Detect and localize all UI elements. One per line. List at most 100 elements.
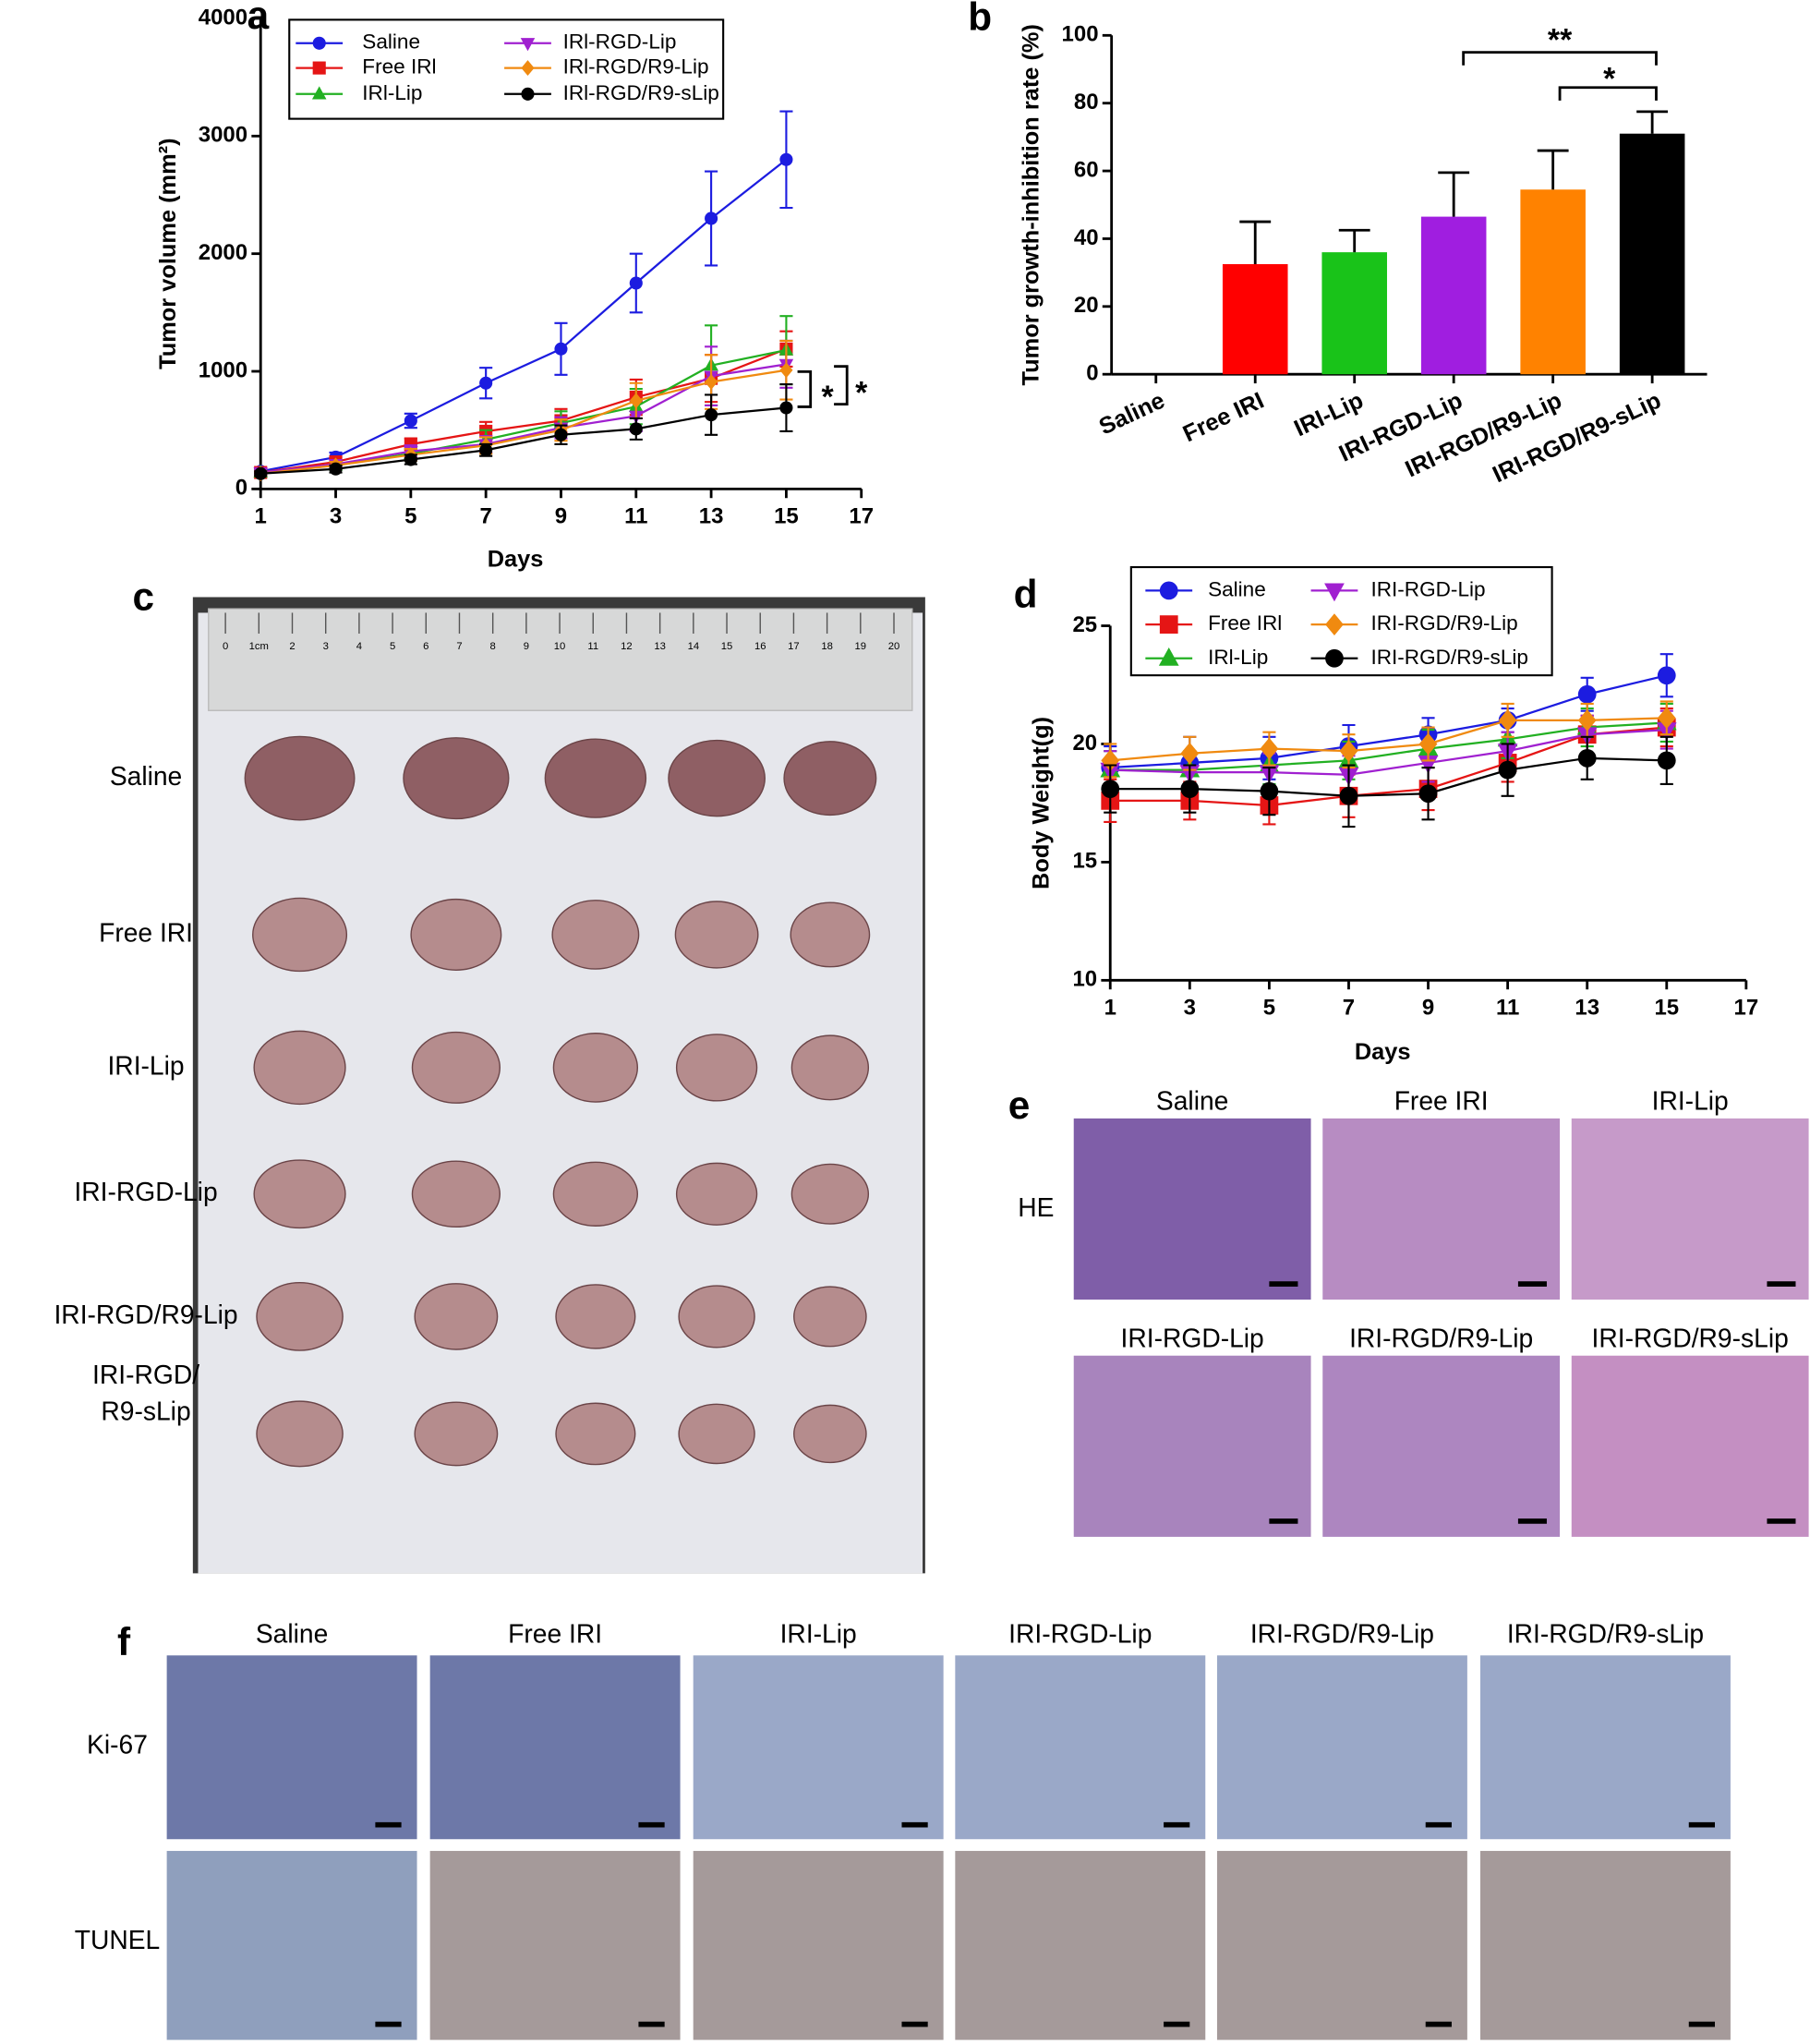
significance-mark: * [855,376,868,411]
he-image [1322,1355,1561,1537]
marker [705,212,718,225]
error-bar [1338,228,1370,253]
legend-marker [311,86,327,100]
ruler-label: 2 [289,641,295,652]
x-tick-label: 17 [849,504,874,529]
significance-bracket [1462,51,1658,66]
x-tick-label: 13 [1575,996,1599,1021]
x-tick-label: 17 [1734,996,1759,1021]
row-label: Free IRI [99,917,193,947]
tumor [411,1160,501,1228]
ruler-label: 13 [654,641,666,652]
tumor [552,1161,639,1227]
error-bar [1636,110,1669,134]
ki67-image [429,1655,681,1840]
bar [1520,189,1586,375]
y-tick-label: 10 [1072,967,1097,992]
ruler-label: 15 [721,641,733,652]
row-label: IRI-RGD/ [92,1360,199,1389]
x-tick-label: 5 [404,504,416,529]
legend-marker [1325,613,1344,635]
legend-marker [1159,615,1178,634]
legend-label: Saline [362,30,420,54]
tumor [544,738,647,818]
series-line [1110,728,1667,776]
legend-label: IRI-RGD-Lip [1370,577,1485,600]
y-tick-label: 3000 [199,123,247,148]
tumor [790,1163,870,1225]
tunel-image [166,1850,417,2040]
ruler-label: 17 [788,641,800,652]
tumor [675,1034,758,1102]
tumor [555,1402,636,1466]
ruler-label: 9 [524,641,529,652]
legend-label: IRl-Lip [362,81,422,104]
bar [1321,252,1387,375]
tumor [551,900,640,970]
y-tick-label: 1000 [199,357,247,382]
row-label: IRI-Lip [107,1050,184,1080]
y-axis-label: Tumor volume (mm²) [155,138,181,369]
legend-label: IRl-RGD/R9-Lip [563,55,709,79]
marker [1418,732,1438,756]
tumor [414,1283,499,1350]
marker [404,453,417,466]
marker [554,342,568,356]
image-title: IRI-Lip [780,1619,857,1649]
x-tick-label: 3 [1184,996,1196,1021]
series-line [1110,721,1667,771]
tumor [793,1404,867,1464]
tumor [790,901,871,968]
marker [1418,784,1438,804]
y-tick-label: 25 [1072,612,1097,637]
ruler-label: 11 [587,641,598,652]
marker [1339,740,1358,762]
image-title: IRI-RGD/R9-Lip [1250,1619,1434,1649]
he-image [1571,1118,1809,1300]
marker [1180,742,1200,765]
he-image [1322,1118,1561,1300]
image-title: IRI-RGD/R9-sLip [1592,1323,1789,1352]
ruler-label: 8 [490,641,496,652]
marker [1180,780,1200,798]
bar [1619,133,1685,375]
image-title: IRI-RGD-Lip [1121,1323,1264,1352]
y-tick-label: 4000 [199,5,247,30]
image-title: IRI-RGD/R9-sLip [1507,1619,1704,1649]
ruler-label: 20 [888,641,900,652]
marker [254,466,268,480]
error-bar [1239,220,1272,264]
panel-label: a [247,0,270,37]
tumor [252,897,348,973]
marker [705,408,718,422]
legend-marker [1325,648,1344,668]
x-tick-label: 3 [330,504,342,529]
tunel-image [429,1850,681,2040]
tunel-image [955,1850,1206,2040]
image-title: IRI-RGD-Lip [1008,1619,1152,1649]
y-tick-label: 80 [1074,90,1099,115]
y-axis-label: Body Weight(g) [1029,717,1055,889]
marker [479,376,493,390]
y-tick-label: 40 [1074,225,1099,250]
image-title: Saline [1156,1085,1228,1115]
marker [1577,684,1597,704]
marker [1498,709,1517,732]
series-line [260,406,787,475]
legend-box [288,18,725,120]
error-bar [1537,149,1569,190]
marker [479,443,493,457]
marker [554,428,568,441]
x-tick-label: 1 [255,504,267,529]
significance-mark: * [1603,62,1616,97]
tunel-image [1479,1850,1731,2040]
ki67-image [166,1655,417,1840]
x-tick-label: 1 [1104,996,1116,1021]
legend-label: IRI-RGD/R9-sLip [1370,646,1528,669]
tumor [414,1401,499,1467]
marker [1260,737,1279,760]
bar [1222,263,1288,375]
image-title: IRI-Lip [1652,1085,1729,1115]
ruler-label: 14 [688,641,700,652]
marker [629,276,643,290]
